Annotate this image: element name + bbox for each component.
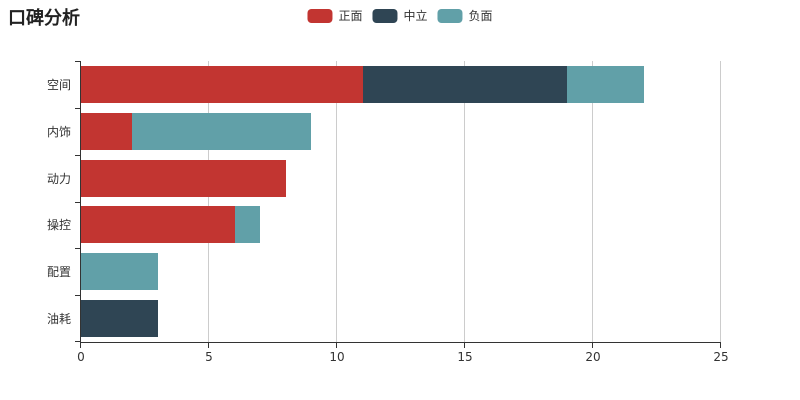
y-axis-tick [75,108,80,109]
legend-label: 正面 [338,9,363,23]
legend-label: 中立 [403,9,428,23]
gridline [592,61,593,342]
legend-item-negative[interactable]: 负面 [437,7,493,24]
legend: 正面 中立 负面 [307,7,493,24]
y-category-label: 油耗 [46,312,71,327]
bar-segment[interactable] [81,159,286,197]
bar-segment[interactable] [81,253,158,291]
bar-segment[interactable] [234,206,261,244]
x-tick-label: 0 [77,350,85,364]
x-tick-label: 15 [457,350,473,364]
x-axis-tick [464,343,465,348]
x-tick-label: 10 [329,350,345,364]
bar-segment[interactable] [81,65,363,103]
x-tick-label: 25 [713,350,729,364]
bar-segment[interactable] [567,65,645,103]
y-category-label: 配置 [46,265,71,280]
y-category-label: 空间 [46,77,71,92]
legend-item-positive[interactable]: 正面 [307,7,362,24]
bar-segment[interactable] [132,112,312,150]
y-category-label: 动力 [46,171,71,186]
bar-segment[interactable] [81,206,235,244]
x-axis-tick [592,343,593,348]
y-axis-tick [75,248,80,249]
x-tick-label: 20 [585,350,601,364]
y-axis-tick [75,295,80,296]
y-category-label: 内饰 [46,124,71,139]
gridline [464,61,465,342]
bar-segment[interactable] [81,112,133,150]
y-axis-tick [75,155,80,156]
y-axis-tick [75,341,80,342]
x-axis-tick [720,343,721,348]
x-axis-tick [80,343,81,348]
bar-segment[interactable] [362,65,568,103]
y-category-label: 操控 [46,218,71,233]
gridline [336,61,337,342]
y-axis-tick [75,61,80,62]
x-axis-tick [208,343,209,348]
legend-swatch-neutral-icon [372,8,398,23]
x-tick-label: 5 [205,350,213,364]
gridline [720,61,721,342]
legend-item-neutral[interactable]: 中立 [372,7,428,24]
legend-swatch-positive-icon [307,8,333,23]
plot-area: 0 5 10 15 20 25 空间内饰动力操控配置油耗 [47,61,729,364]
legend-swatch-negative-icon [437,8,463,23]
gridline [208,61,209,342]
bar-segment[interactable] [81,300,158,338]
x-axis-tick [336,343,337,348]
chart-title: 口碑分析 [8,8,80,29]
y-axis-tick [75,202,80,203]
legend-label: 负面 [468,9,493,23]
